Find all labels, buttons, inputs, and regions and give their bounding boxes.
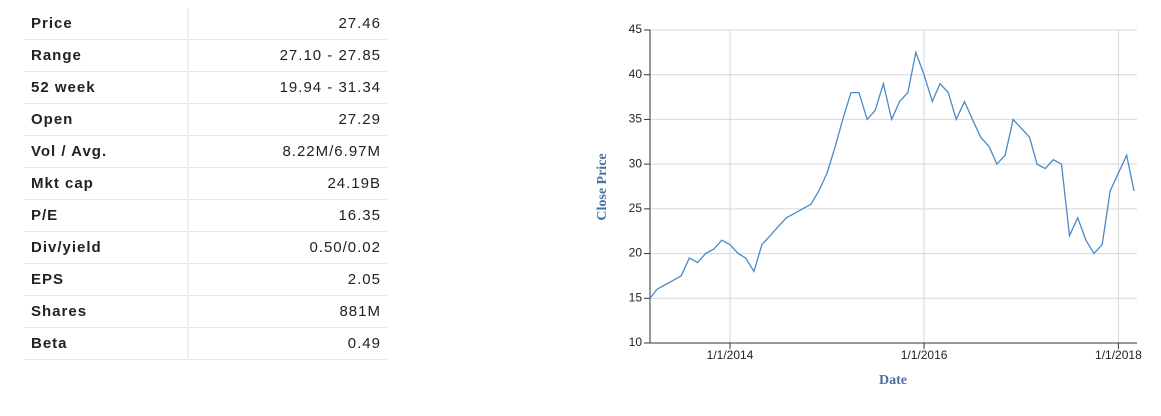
value-cell: 27.29 xyxy=(188,103,387,136)
y-tick-label: 15 xyxy=(629,290,643,304)
table-row: Range 27.10 - 27.85 xyxy=(25,39,387,72)
x-axis-label: Date xyxy=(879,373,907,388)
value-cell: 2.05 xyxy=(188,263,387,296)
value-cell: 8.22M/6.97M xyxy=(188,135,387,168)
value-cell: 16.35 xyxy=(188,199,387,232)
table-row: Mkt cap 24.19B xyxy=(25,167,387,200)
y-tick-label: 25 xyxy=(629,201,643,215)
y-tick-label: 20 xyxy=(629,246,643,260)
table-row: P/E 16.35 xyxy=(25,199,387,232)
label-cell: EPS xyxy=(25,263,189,296)
label-cell: Vol / Avg. xyxy=(25,135,189,168)
label-cell: Price xyxy=(25,8,189,40)
value-cell: 0.49 xyxy=(188,327,387,360)
label-cell: Open xyxy=(25,103,189,136)
label-cell: Div/yield xyxy=(25,231,189,264)
label-cell: Mkt cap xyxy=(25,167,189,200)
y-tick-label: 40 xyxy=(629,67,643,81)
value-cell: 24.19B xyxy=(188,167,387,200)
quote-table: Price 27.46 Range 27.10 - 27.85 52 week 19.94… xyxy=(25,8,387,360)
y-tick-label: 30 xyxy=(629,156,643,170)
value-cell: 27.46 xyxy=(188,8,387,40)
price-line xyxy=(649,49,1135,299)
y-tick-label: 35 xyxy=(629,112,643,126)
value-cell: 27.10 - 27.85 xyxy=(188,39,387,72)
table-row: Price 27.46 xyxy=(25,8,387,40)
table-row: Vol / Avg. 8.22M/6.97M xyxy=(25,135,387,168)
table-row: Shares 881M xyxy=(25,295,387,328)
label-cell: P/E xyxy=(25,199,189,232)
label-cell: Shares xyxy=(25,295,189,328)
x-tick-label: 1/1/2014 xyxy=(707,348,754,362)
table-row: Open 27.29 xyxy=(25,103,387,136)
table-row: 52 week 19.94 - 31.34 xyxy=(25,71,387,104)
table-row: Div/yield 0.50/0.02 xyxy=(25,231,387,264)
value-cell: 881M xyxy=(188,295,387,328)
x-tick-label: 1/1/2018 xyxy=(1095,348,1142,362)
label-cell: 52 week xyxy=(25,71,189,104)
table-row: Beta 0.49 xyxy=(25,327,387,360)
x-tick-label: 1/1/2016 xyxy=(901,348,948,362)
value-cell: 19.94 - 31.34 xyxy=(188,71,387,104)
label-cell: Beta xyxy=(25,327,189,360)
y-tick-label: 10 xyxy=(629,335,643,349)
label-cell: Range xyxy=(25,39,189,72)
table-row: EPS 2.05 xyxy=(25,263,387,296)
y-tick-label: 45 xyxy=(629,22,643,36)
value-cell: 0.50/0.02 xyxy=(188,231,387,264)
y-axis-label: Close Price xyxy=(595,153,610,220)
